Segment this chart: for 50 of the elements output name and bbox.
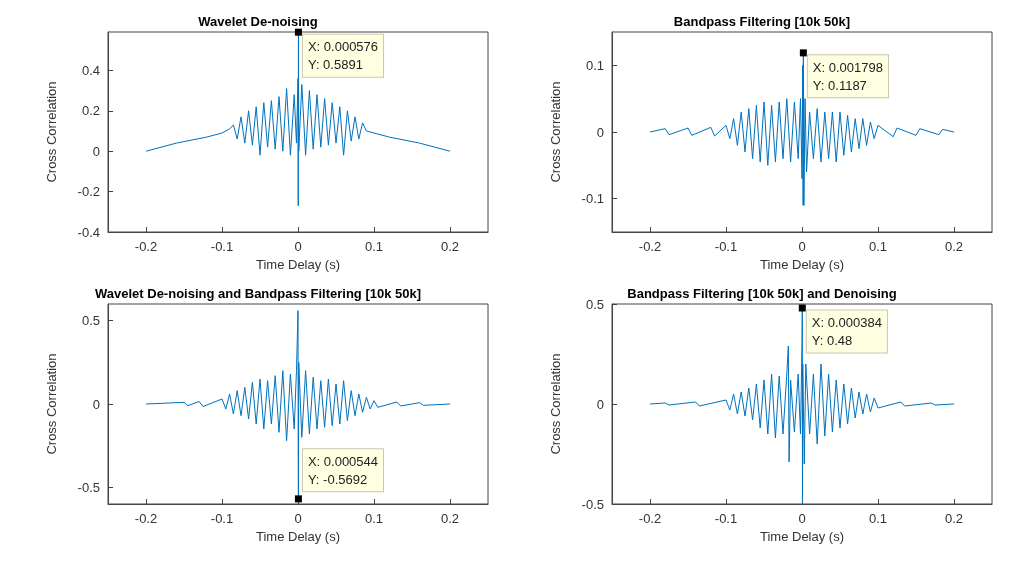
x-tick-label: 0.2 — [440, 511, 460, 526]
x-tick-label: -0.1 — [210, 511, 234, 526]
x-tick-label: 0.1 — [868, 239, 888, 254]
y-tick-label: 0.4 — [81, 62, 100, 78]
x-axis-title: Time Delay (s) — [759, 528, 845, 544]
chart-title: Bandpass Filtering [10k 50k] and Denoising — [627, 286, 897, 301]
annotation: X: 0.000576 Y: 0.5891 — [307, 39, 379, 73]
chart-title: Bandpass Filtering [10k 50k] — [673, 14, 851, 29]
x-tick-label: 0 — [294, 511, 302, 526]
y-axis-title: Cross Correlation — [44, 81, 59, 183]
x-tick-label: 0 — [798, 511, 806, 526]
x-tick-label: 0.2 — [440, 239, 460, 254]
y-tick-label: 0.5 — [585, 296, 604, 312]
x-axis-title: Time Delay (s) — [255, 528, 341, 544]
y-tick-label: 0.2 — [81, 103, 100, 119]
x-tick-label: -0.1 — [210, 239, 234, 254]
x-tick-label: 0.1 — [868, 511, 888, 526]
y-tick-label: 0 — [92, 143, 100, 159]
chart-title: Wavelet De-noising and Bandpass Filtering [10k 50k] — [94, 286, 422, 301]
x-axis-title: Time Delay (s) — [759, 256, 845, 272]
y-tick-label: -0.4 — [77, 224, 100, 240]
x-tick-label: 0.2 — [944, 511, 964, 526]
annotation: X: 0.000544 Y: -0.5692 — [307, 453, 379, 487]
y-axis-title: Cross Correlation — [548, 353, 563, 455]
x-tick-label: -0.2 — [638, 511, 662, 526]
x-tick-label: -0.1 — [714, 239, 738, 254]
x-tick-label: 0.1 — [364, 511, 384, 526]
y-tick-label: -0.5 — [77, 479, 100, 495]
x-tick-label: -0.1 — [714, 511, 738, 526]
y-tick-label: -0.2 — [77, 184, 100, 200]
y-tick-label: 0.5 — [81, 313, 100, 329]
x-tick-label: 0.2 — [944, 239, 964, 254]
x-tick-label: 0 — [294, 239, 302, 254]
x-tick-label: -0.2 — [134, 511, 158, 526]
annotation: X: 0.000384 Y: 0.48 — [811, 315, 882, 348]
x-tick-label: 0.1 — [364, 239, 384, 254]
annotation: X: 0.001798 Y: 0.1187 — [812, 59, 883, 93]
x-axis-title: Time Delay (s) — [255, 256, 341, 272]
y-axis-title: Cross Correlation — [44, 353, 59, 455]
y-tick-label: 0 — [92, 396, 100, 412]
chart-title: Wavelet De-noising — [198, 14, 318, 29]
x-tick-label: 0 — [798, 239, 806, 254]
x-tick-label: -0.2 — [638, 239, 662, 254]
y-tick-label: 0 — [596, 124, 604, 140]
x-tick-label: -0.2 — [134, 239, 158, 254]
y-tick-label: -0.5 — [581, 496, 604, 512]
y-tick-label: 0.1 — [585, 57, 604, 73]
y-axis-title: Cross Correlation — [548, 81, 563, 183]
y-tick-label: -0.1 — [581, 191, 604, 207]
y-tick-label: 0 — [596, 396, 604, 412]
